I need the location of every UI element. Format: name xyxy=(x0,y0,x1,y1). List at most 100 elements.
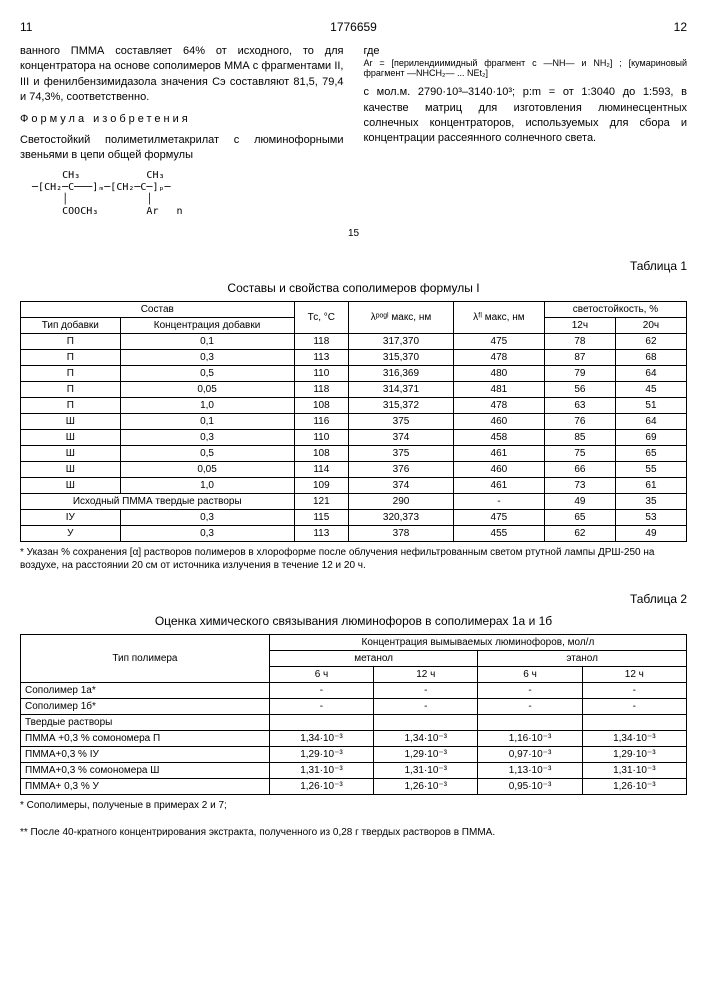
cell: 69 xyxy=(615,429,686,445)
cell: 1,26·10⁻³ xyxy=(374,778,478,794)
cell: 64 xyxy=(615,413,686,429)
table1-footnote: * Указан % сохранения [α] растворов поли… xyxy=(20,546,687,572)
table-row: Ш0,51083754617565 xyxy=(21,445,687,461)
cell xyxy=(374,714,478,730)
cell: 478 xyxy=(453,349,544,365)
cell: 108 xyxy=(294,397,349,413)
table1-caption: Составы и свойства сополимеров формулы I xyxy=(20,281,687,295)
cell: 0,5 xyxy=(120,365,294,381)
cell: 374 xyxy=(349,477,454,493)
cell: 475 xyxy=(453,333,544,349)
cell: 290 xyxy=(349,493,454,509)
cell: 115 xyxy=(294,509,349,525)
cell: 481 xyxy=(453,381,544,397)
cell xyxy=(478,714,582,730)
th-abs: λᵖᵒᵍˡ макс, нм xyxy=(349,301,454,333)
th-12h: 12ч xyxy=(544,317,615,333)
th-m6: 6 ч xyxy=(269,666,373,682)
cell: - xyxy=(269,698,373,714)
cell: ПММА+ 0,3 % У xyxy=(21,778,270,794)
cell: 55 xyxy=(615,461,686,477)
table-row: ПММА+0,3 % IУ 1,29·10⁻³ 1,29·10⁻³0,97·10⁻³… xyxy=(21,746,687,762)
cell: 0,3 xyxy=(120,525,294,541)
cell: 79 xyxy=(544,365,615,381)
cell: - xyxy=(582,698,686,714)
table-row: ПММА+ 0,3 % У1,26·10⁻³1,26·10⁻³0,95·10⁻³… xyxy=(21,778,687,794)
th-20h: 20ч xyxy=(615,317,686,333)
table-row: ПММА+0,3 % сомономера Ш1,31·10⁻³1,31·10⁻… xyxy=(21,762,687,778)
cell: 375 xyxy=(349,445,454,461)
cell: 1,34·10⁻³ xyxy=(582,730,686,746)
table2-caption: Оценка химического связывания люминофоро… xyxy=(20,614,687,628)
th-polytype: Тип полимера xyxy=(21,634,270,682)
cell: 51 xyxy=(615,397,686,413)
cell: - xyxy=(374,698,478,714)
polymer-structure: CH₃ CH₃ ─[CH₂─C───]ₘ─[CH₂─C─]ₚ─ │ │ COOC… xyxy=(20,170,344,218)
cell: 66 xyxy=(544,461,615,477)
two-column-body: ванного ПММА составляет 64% от исходного… xyxy=(20,44,687,224)
cell: 317,370 xyxy=(349,333,454,349)
cell: 65 xyxy=(544,509,615,525)
cell: 116 xyxy=(294,413,349,429)
table2-label: Таблица 2 xyxy=(20,592,687,606)
cell: 1,0 xyxy=(120,397,294,413)
cell: П xyxy=(21,349,121,365)
cell: 1,0 xyxy=(120,477,294,493)
table-row: Ш0,31103744588569 xyxy=(21,429,687,445)
cell: 121 xyxy=(294,493,349,509)
cell: 56 xyxy=(544,381,615,397)
page-num-left: 11 xyxy=(20,20,80,34)
cell: 45 xyxy=(615,381,686,397)
cell: 0,1 xyxy=(120,333,294,349)
cell: 53 xyxy=(615,509,686,525)
cell: 61 xyxy=(615,477,686,493)
cell: 113 xyxy=(294,525,349,541)
th-washconc: Концентрация вымываемых люминофоров, мол… xyxy=(269,634,686,650)
cell: 114 xyxy=(294,461,349,477)
cell: Исходный ПММА твердые растворы xyxy=(21,493,295,509)
th-type: Тип добавки xyxy=(21,317,121,333)
cell: ПММА+0,3 % IУ xyxy=(21,746,270,762)
cell: 85 xyxy=(544,429,615,445)
cell: 62 xyxy=(544,525,615,541)
table1-label: Таблица 1 xyxy=(20,259,687,273)
cell: 0,1 xyxy=(120,413,294,429)
cell: 1,29·10⁻³ xyxy=(582,746,686,762)
table-row: Ш1,01093744617361 xyxy=(21,477,687,493)
cell: ПММА+0,3 % сомономера Ш xyxy=(21,762,270,778)
where-label: где xyxy=(364,44,688,59)
cell: - xyxy=(478,698,582,714)
th-m12: 12 ч xyxy=(374,666,478,682)
cell: 64 xyxy=(615,365,686,381)
cell: 1,34·10⁻³ xyxy=(374,730,478,746)
cell: 65 xyxy=(615,445,686,461)
th-conc: Концентрация добавки xyxy=(120,317,294,333)
cell: 68 xyxy=(615,349,686,365)
cell: Ш xyxy=(21,477,121,493)
line-number-15: 15 xyxy=(20,228,687,239)
table-row: Ш0,051143764606655 xyxy=(21,461,687,477)
cell: У xyxy=(21,525,121,541)
cell: 480 xyxy=(453,365,544,381)
cell: 0,97·10⁻³ xyxy=(478,746,582,762)
ar-structures: Ar = [перилендиимидный фрагмент с —NH— и… xyxy=(364,59,688,79)
cell: 49 xyxy=(544,493,615,509)
table-row: Ш0,11163754607664 xyxy=(21,413,687,429)
cell: 1,26·10⁻³ xyxy=(269,778,373,794)
cell: 1,16·10⁻³ xyxy=(478,730,582,746)
cell: 1,31·10⁻³ xyxy=(374,762,478,778)
table-row: У0,31133784556249 xyxy=(21,525,687,541)
cell: 113 xyxy=(294,349,349,365)
cell: 316,369 xyxy=(349,365,454,381)
table-row: П1,0108315,3724786351 xyxy=(21,397,687,413)
table2-footnote2: ** После 40-кратного концентрирования эк… xyxy=(20,826,687,839)
cell: 1,26·10⁻³ xyxy=(582,778,686,794)
cell: 314,371 xyxy=(349,381,454,397)
cell: - xyxy=(269,682,373,698)
cell: 460 xyxy=(453,413,544,429)
cell: 1,29·10⁻³ xyxy=(374,746,478,762)
cell: 109 xyxy=(294,477,349,493)
table1: Состав Тс, °С λᵖᵒᵍˡ макс, нм λᶠˡ макс, н… xyxy=(20,301,687,542)
cell: 76 xyxy=(544,413,615,429)
cell: Ш xyxy=(21,413,121,429)
